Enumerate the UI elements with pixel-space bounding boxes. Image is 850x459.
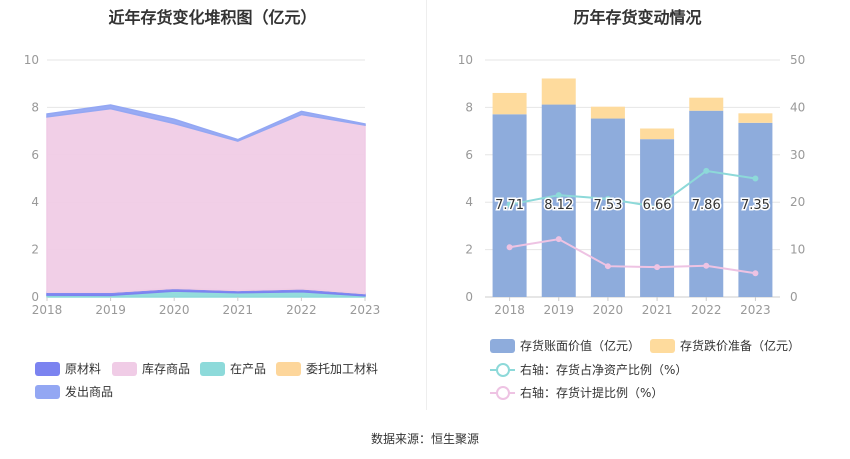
legend-swatch [490,338,515,353]
bar-data-label: 7.71 [495,198,524,213]
area-库存商品 [46,107,366,295]
y2-tick-label: 20 [790,195,805,209]
legend-label: 右轴：存货计提比例（%） [520,386,664,400]
right-chart-title: 历年存货变动情况 [573,8,702,27]
x-tick-label: 2022 [286,303,317,317]
legend-swatch [650,338,675,353]
legend-label: 库存商品 [142,362,191,376]
x-tick-label: 2022 [691,303,722,317]
legend-label: 在产品 [230,362,267,376]
bar-line-chart: 0 2 4 6 8 10 0 10 20 30 40 50 7.71 2018 8.12 2019 7.53 20… [458,53,806,317]
legend-item-right[interactable]: 右轴：存货计提比例（%） [490,384,663,401]
bar-book-value [640,139,675,297]
legend-swatch [35,384,60,399]
bar-book-value [541,104,576,297]
x-tick-label: 2020 [593,303,624,317]
legend-item-left[interactable]: 发出商品 [35,383,113,400]
legend-swatch [490,362,515,377]
bar-impairment-reserve [590,106,625,119]
bar-data-label: 7.53 [593,198,622,213]
bar-impairment-reserve [492,92,527,115]
bar-impairment-reserve [541,78,576,105]
y-tick-label: 2 [465,243,473,257]
y-tick-label: 10 [24,53,39,67]
legend-swatch [276,361,301,376]
legend-item-right[interactable]: 右轴：存货占净资产比例（%） [490,361,687,378]
legend-label: 存货跌价准备（亿元） [680,339,801,353]
line-point [654,264,661,271]
line-point [703,167,710,174]
bar-data-label: 6.66 [643,198,672,213]
line-point [604,263,611,270]
x-tick-label: 2021 [642,303,673,317]
line-point [506,244,513,251]
x-tick-label: 2019 [95,303,126,317]
stacked-area-chart: 0 2 4 6 8 10 2018 2019 2020 2021 2022 2023 [24,53,381,317]
y2-tick-label: 10 [790,243,805,257]
y-tick-label: 6 [31,148,39,162]
x-tick-label: 2018 [32,303,63,317]
line-point [555,192,562,199]
line-point [752,270,759,277]
y-tick-label: 8 [465,100,473,114]
y2-tick-label: 30 [790,148,805,162]
line-point [752,175,759,182]
y2-tick-label: 0 [790,290,798,304]
x-tick-label: 2019 [543,303,574,317]
data-source-note: 数据来源：恒生聚源 [370,432,479,446]
bar-book-value [738,122,773,298]
legend-label: 右轴：存货占净资产比例（%） [520,363,688,377]
y-tick-label: 4 [31,195,39,209]
legend-item-right[interactable]: 存货跌价准备（亿元） [650,337,800,354]
legend-swatch [490,385,515,400]
legend-label: 发出商品 [65,385,114,399]
y2-tick-label: 40 [790,100,805,114]
x-tick-label: 2023 [350,303,381,317]
x-tick-label: 2020 [159,303,190,317]
bar-impairment-reserve [640,128,675,140]
bar-data-label: 8.12 [544,198,573,213]
bar-data-label: 7.35 [741,198,770,213]
line-point [506,201,513,208]
y2-tick-label: 50 [790,53,805,67]
y-tick-label: 0 [31,290,39,304]
bar-impairment-reserve [738,113,773,123]
legend-item-right[interactable]: 存货账面价值（亿元） [490,337,640,354]
y-tick-label: 6 [465,148,473,162]
left-chart-title: 近年存货变化堆积图（亿元） [108,8,317,27]
legend-label: 委托加工材料 [306,362,379,376]
x-tick-label: 2018 [494,303,525,317]
x-tick-label: 2023 [740,303,771,317]
legend-item-left[interactable]: 库存商品 [112,360,190,377]
legend-swatch [112,361,137,376]
y-tick-label: 10 [458,53,473,67]
legend-swatch [200,361,225,376]
chart-divider [426,0,427,410]
bar-impairment-reserve [689,97,724,111]
y-tick-label: 2 [31,243,39,257]
legend-item-left[interactable]: 在产品 [200,360,266,377]
line-point [703,262,710,269]
legend-label: 原材料 [65,362,102,376]
line-point [604,195,611,202]
area-发出商品 [46,104,366,142]
legend-item-left[interactable]: 委托加工材料 [276,360,378,377]
legend-item-left[interactable]: 原材料 [35,360,101,377]
y-tick-label: 4 [465,195,473,209]
line-point [555,236,562,243]
y-tick-label: 0 [465,290,473,304]
line-point [654,203,661,210]
legend-label: 存货账面价值（亿元） [520,339,641,353]
bar-data-label: 7.86 [692,198,721,213]
legend-swatch [35,361,60,376]
line-series-2 [509,238,756,275]
x-tick-label: 2021 [223,303,254,317]
y-tick-label: 8 [31,100,39,114]
line-series-1 [509,169,756,208]
